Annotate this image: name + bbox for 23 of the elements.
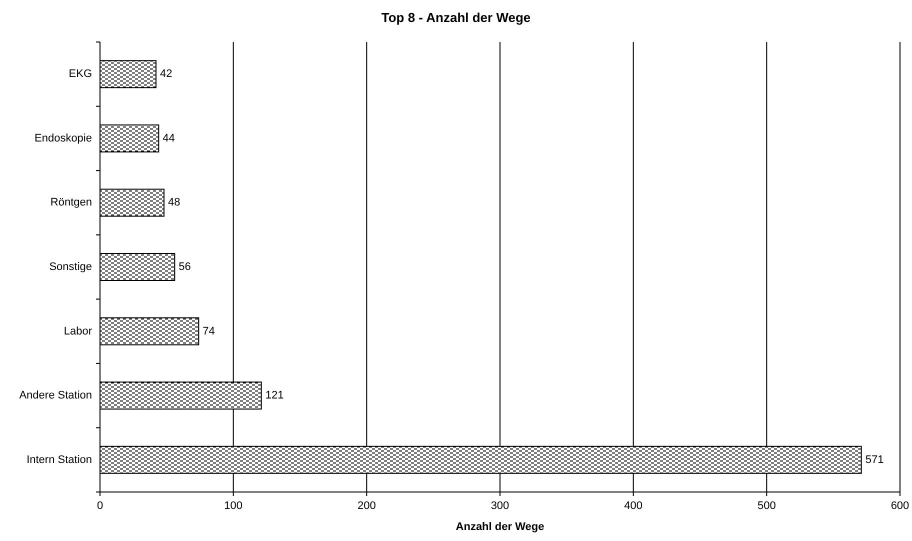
- x-tick-label: 0: [96, 500, 104, 512]
- data-label: 74: [202, 325, 215, 338]
- data-label: 121: [265, 390, 284, 402]
- data-label: 56: [178, 261, 191, 273]
- y-tick-label: Röntgen: [50, 196, 92, 209]
- x-tick-label: 100: [224, 500, 243, 512]
- y-tick-label: Andere Station: [19, 390, 92, 402]
- data-label: 44: [162, 132, 175, 144]
- y-tick-label: EKG: [68, 68, 92, 80]
- x-tick-label: 200: [357, 500, 376, 512]
- data-label: 42: [160, 68, 172, 80]
- y-tick-label: Intern Station: [26, 454, 92, 466]
- chart-title: Top 8 - Anzahl der Wege: [381, 10, 531, 25]
- x-tick-label: 500: [757, 500, 776, 512]
- x-tick-label: 400: [624, 500, 643, 512]
- x-axis-title: Anzahl der Wege: [456, 521, 544, 533]
- y-tick-label: Sonstige: [49, 261, 92, 273]
- data-label: 48: [168, 196, 180, 209]
- x-tick-label: 600: [890, 500, 910, 512]
- y-tick-label: Labor: [64, 325, 92, 338]
- x-tick-label: 300: [490, 500, 510, 512]
- y-tick-label: Endoskopie: [34, 132, 92, 144]
- data-label: 571: [865, 454, 884, 466]
